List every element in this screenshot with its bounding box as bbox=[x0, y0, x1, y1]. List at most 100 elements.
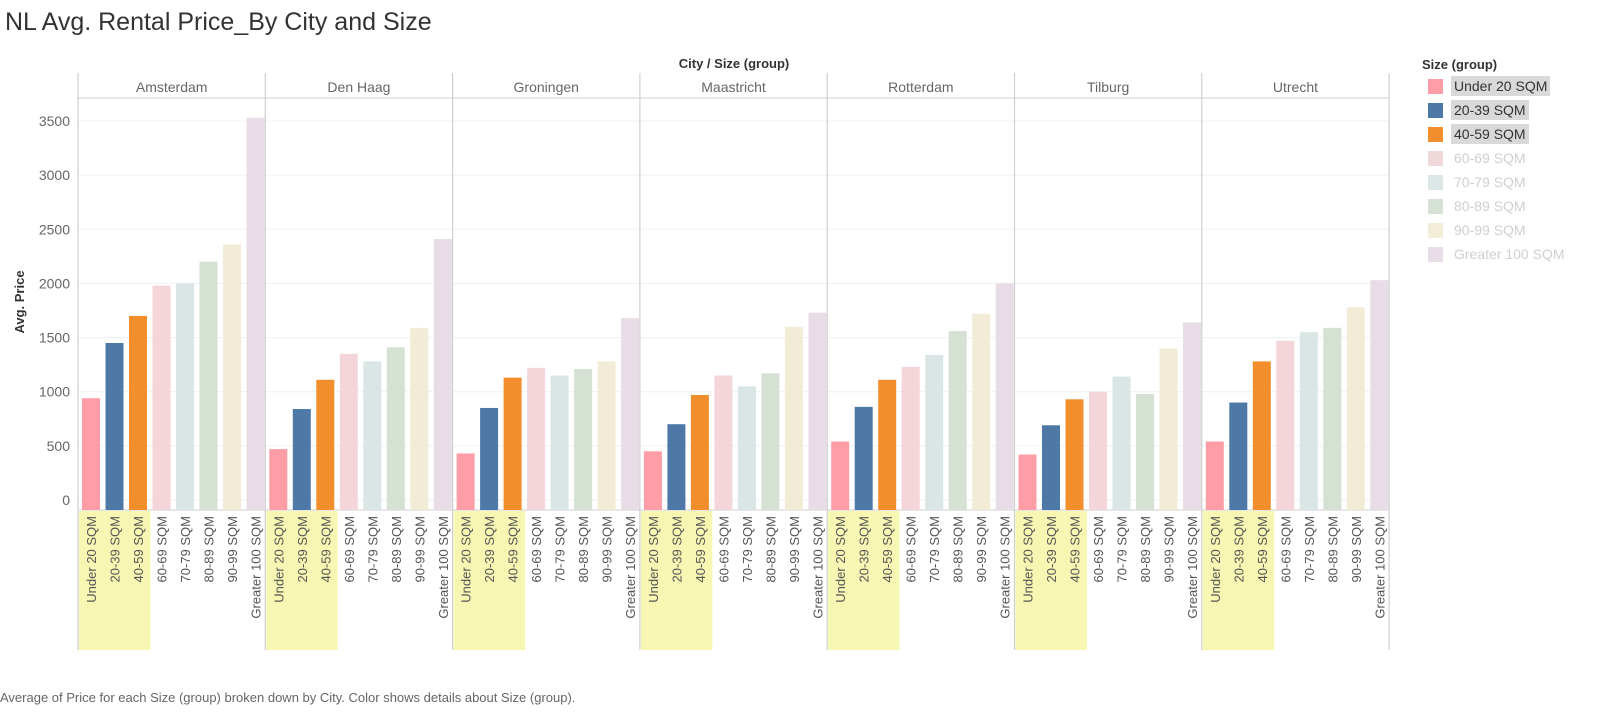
bar[interactable] bbox=[643, 451, 662, 510]
bar[interactable] bbox=[223, 244, 241, 510]
legend-item[interactable]: 20-39 SQM bbox=[1422, 98, 1600, 122]
bar[interactable] bbox=[199, 261, 218, 510]
city-header[interactable]: Maastricht bbox=[701, 79, 766, 95]
x-tick-label[interactable]: Greater 100 SQM bbox=[1372, 516, 1387, 619]
x-tick-label[interactable]: 60-69 SQM bbox=[342, 516, 357, 582]
x-tick-label[interactable]: 90-99 SQM bbox=[412, 516, 427, 582]
x-tick-label[interactable]: Under 20 SQM bbox=[646, 516, 661, 603]
x-tick-label[interactable]: Under 20 SQM bbox=[1208, 516, 1223, 603]
legend-item[interactable]: 80-89 SQM bbox=[1422, 194, 1600, 218]
x-tick-label[interactable]: Under 20 SQM bbox=[833, 516, 848, 603]
x-tick-label[interactable]: 40-59 SQM bbox=[131, 516, 146, 582]
x-tick-label[interactable]: 20-39 SQM bbox=[108, 516, 123, 582]
x-tick-label[interactable]: 80-89 SQM bbox=[576, 516, 591, 582]
bar[interactable] bbox=[714, 375, 733, 510]
legend-item[interactable]: Greater 100 SQM bbox=[1422, 242, 1600, 266]
bar[interactable] bbox=[550, 375, 569, 510]
city-header[interactable]: Rotterdam bbox=[888, 79, 953, 95]
legend-item[interactable]: 40-59 SQM bbox=[1422, 122, 1600, 146]
bar[interactable] bbox=[1346, 307, 1365, 510]
bar[interactable] bbox=[737, 386, 756, 510]
bar[interactable] bbox=[854, 406, 873, 510]
x-tick-label[interactable]: 80-89 SQM bbox=[202, 516, 217, 582]
bar[interactable] bbox=[995, 283, 1014, 510]
bar[interactable] bbox=[1299, 332, 1318, 510]
bar[interactable] bbox=[901, 366, 920, 510]
x-tick-label[interactable]: 70-79 SQM bbox=[365, 516, 380, 582]
bar[interactable] bbox=[1136, 393, 1154, 510]
city-header[interactable]: Amsterdam bbox=[136, 79, 208, 95]
city-header[interactable]: Utrecht bbox=[1273, 79, 1318, 95]
x-tick-label[interactable]: 80-89 SQM bbox=[951, 516, 966, 582]
bar[interactable] bbox=[176, 283, 194, 510]
x-tick-label[interactable]: 20-39 SQM bbox=[857, 516, 872, 582]
legend-item[interactable]: 90-99 SQM bbox=[1422, 218, 1600, 242]
legend-item[interactable]: 60-69 SQM bbox=[1422, 146, 1600, 170]
x-tick-label[interactable]: 90-99 SQM bbox=[1162, 516, 1177, 582]
x-tick-label[interactable]: 90-99 SQM bbox=[600, 516, 615, 582]
city-header[interactable]: Groningen bbox=[514, 79, 579, 95]
x-tick-label[interactable]: 40-59 SQM bbox=[318, 516, 333, 582]
legend-item[interactable]: Under 20 SQM bbox=[1422, 74, 1600, 98]
x-tick-label[interactable]: 70-79 SQM bbox=[553, 516, 568, 582]
x-tick-label[interactable]: 20-39 SQM bbox=[1044, 516, 1059, 582]
x-tick-label[interactable]: Greater 100 SQM bbox=[1185, 516, 1200, 619]
x-tick-label[interactable]: 20-39 SQM bbox=[1231, 516, 1246, 582]
bar[interactable] bbox=[574, 368, 593, 510]
x-tick-label[interactable]: 90-99 SQM bbox=[225, 516, 240, 582]
x-tick-label[interactable]: 20-39 SQM bbox=[669, 516, 684, 582]
x-tick-label[interactable]: 70-79 SQM bbox=[1115, 516, 1130, 582]
x-tick-label[interactable]: Greater 100 SQM bbox=[998, 516, 1013, 619]
bar[interactable] bbox=[1089, 391, 1107, 510]
x-tick-label[interactable]: 40-59 SQM bbox=[880, 516, 895, 582]
bar[interactable] bbox=[433, 239, 452, 510]
x-tick-label[interactable]: 90-99 SQM bbox=[974, 516, 989, 582]
x-tick-label[interactable]: 70-79 SQM bbox=[1302, 516, 1317, 582]
city-header[interactable]: Tilburg bbox=[1087, 79, 1129, 95]
city-header[interactable]: Den Haag bbox=[327, 79, 390, 95]
bar[interactable] bbox=[129, 315, 147, 510]
x-tick-label[interactable]: 60-69 SQM bbox=[1278, 516, 1293, 582]
bar[interactable] bbox=[339, 353, 358, 510]
x-tick-label[interactable]: Greater 100 SQM bbox=[249, 516, 264, 619]
x-tick-label[interactable]: 80-89 SQM bbox=[1325, 516, 1340, 582]
bar[interactable] bbox=[667, 424, 686, 510]
bar[interactable] bbox=[1018, 454, 1037, 510]
x-tick-label[interactable]: 70-79 SQM bbox=[178, 516, 193, 582]
bar[interactable] bbox=[972, 313, 991, 510]
x-tick-label[interactable]: 40-59 SQM bbox=[693, 516, 708, 582]
bar[interactable] bbox=[831, 441, 850, 510]
x-tick-label[interactable]: 80-89 SQM bbox=[1138, 516, 1153, 582]
x-tick-label[interactable]: 60-69 SQM bbox=[1091, 516, 1106, 582]
bar[interactable] bbox=[269, 449, 288, 510]
x-tick-label[interactable]: 80-89 SQM bbox=[389, 516, 404, 582]
bar[interactable] bbox=[1276, 340, 1295, 510]
x-tick-label[interactable]: 60-69 SQM bbox=[904, 516, 919, 582]
x-tick-label[interactable]: 90-99 SQM bbox=[1349, 516, 1364, 582]
bar[interactable] bbox=[925, 354, 944, 510]
x-tick-label[interactable]: Under 20 SQM bbox=[84, 516, 99, 603]
x-tick-label[interactable]: Greater 100 SQM bbox=[810, 516, 825, 619]
bar[interactable] bbox=[82, 398, 100, 510]
bar[interactable] bbox=[363, 361, 382, 510]
bar[interactable] bbox=[690, 394, 709, 510]
legend-item[interactable]: 70-79 SQM bbox=[1422, 170, 1600, 194]
bar[interactable] bbox=[152, 285, 171, 510]
bar[interactable] bbox=[1065, 399, 1084, 510]
x-tick-label[interactable]: 70-79 SQM bbox=[740, 516, 755, 582]
bar[interactable] bbox=[1252, 361, 1271, 510]
bar[interactable] bbox=[1370, 280, 1389, 510]
bar[interactable] bbox=[784, 326, 803, 510]
x-tick-label[interactable]: Under 20 SQM bbox=[271, 516, 286, 603]
bar[interactable] bbox=[386, 347, 405, 510]
bar[interactable] bbox=[1159, 348, 1178, 510]
x-tick-label[interactable]: 20-39 SQM bbox=[482, 516, 497, 582]
bar[interactable] bbox=[292, 409, 311, 510]
bar[interactable] bbox=[480, 407, 499, 510]
bar[interactable] bbox=[1205, 441, 1224, 510]
bar[interactable] bbox=[410, 327, 429, 510]
x-tick-label[interactable]: 40-59 SQM bbox=[506, 516, 521, 582]
bar[interactable] bbox=[597, 361, 616, 510]
x-tick-label[interactable]: 90-99 SQM bbox=[787, 516, 802, 582]
x-tick-label[interactable]: 60-69 SQM bbox=[716, 516, 731, 582]
